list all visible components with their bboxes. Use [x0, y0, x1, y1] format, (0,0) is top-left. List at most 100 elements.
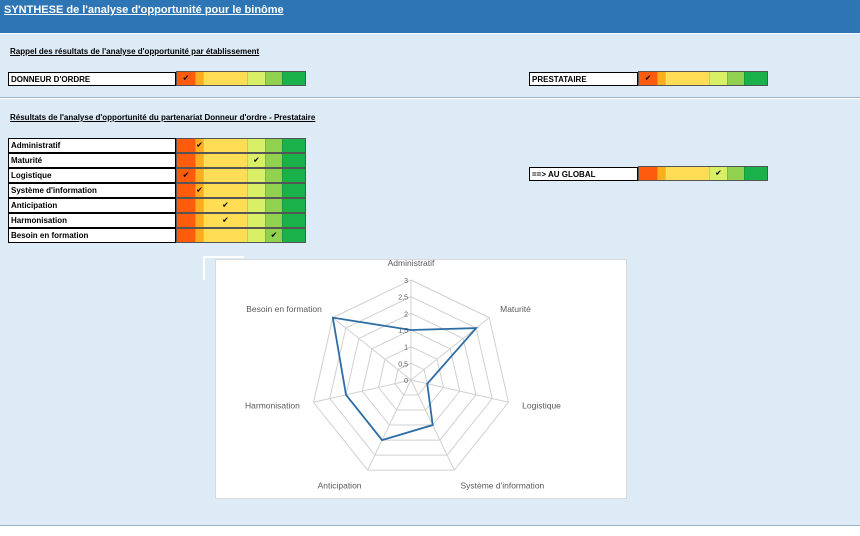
donneur-segment-1	[195, 72, 203, 85]
criterion-6-segment-5	[282, 229, 305, 242]
radar-tick-label: 1	[404, 345, 408, 352]
radar-grid-ring	[345, 312, 477, 441]
check-icon: ✔	[196, 140, 203, 150]
criterion-0-segment-3	[247, 139, 265, 152]
global-segment-5	[744, 167, 767, 180]
chart-resize-handle	[203, 256, 244, 280]
criterion-label: Administratif	[8, 138, 176, 153]
criterion-1-segment-5	[282, 154, 305, 167]
criterion-4-segment-4	[265, 199, 282, 212]
criterion-6-segment-1	[195, 229, 203, 242]
check-icon: ✔	[222, 200, 229, 210]
radar-grid-ring	[312, 279, 510, 471]
criterion-4-segment-3	[247, 199, 265, 212]
criterion-5-segment-5	[282, 214, 305, 227]
criterion-3-segment-5	[282, 184, 305, 197]
radar-chart: 0 0,5 1 1,5 2 2,5 3 Administratif Maturité Logist…	[245, 258, 561, 491]
criterion-0-segment-5	[282, 139, 305, 152]
global-segment-2	[665, 167, 709, 180]
criterion-4-segment-2: ✔	[203, 199, 247, 212]
criterion-1-segment-2	[203, 154, 247, 167]
criterion-label: Besoin en formation	[8, 228, 176, 243]
radar-grid-ring	[329, 296, 493, 456]
radar-tick-label: 3	[404, 278, 408, 285]
criterion-3-segment-2	[203, 184, 247, 197]
scale-global: ✔	[638, 166, 768, 181]
criterion-6-segment-3	[247, 229, 265, 242]
check-icon: ✔	[222, 215, 229, 225]
radar-spoke	[410, 379, 509, 403]
criterion-5-segment-4	[265, 214, 282, 227]
criterion-2-segment-0: ✔	[177, 169, 195, 182]
criterion-scale: ✔	[176, 213, 306, 228]
label-global: ==> AU GLOBAL	[529, 167, 638, 181]
page-title: SYNTHESE de l'analyse d'opportunité pour…	[4, 4, 284, 16]
check-icon: ✔	[182, 170, 190, 180]
radar-category-label: Besoin en formation	[246, 304, 322, 314]
criterion-3-segment-0	[177, 184, 195, 197]
donneur-segment-2	[203, 72, 247, 85]
criterion-3-segment-3	[247, 184, 265, 197]
criterion-scale: ✔	[176, 153, 306, 168]
criterion-4-segment-1	[195, 199, 203, 212]
radar-spoke	[367, 379, 412, 471]
donneur-segment-4	[265, 72, 282, 85]
criterion-scale: ✔	[176, 183, 306, 198]
criterion-4-segment-0	[177, 199, 195, 212]
criterion-5-segment-3	[247, 214, 265, 227]
section-etablissements: Rappel des résultats de l'analyse d'oppo…	[0, 34, 860, 98]
criterion-scale: ✔	[176, 198, 306, 213]
radar-tick-label: 2,5	[398, 295, 408, 302]
criterion-5-segment-1	[195, 214, 203, 227]
criterion-2-segment-5	[282, 169, 305, 182]
criterion-0-segment-4	[265, 139, 282, 152]
radar-tick-label: 1,5	[398, 328, 408, 335]
criterion-5-segment-2: ✔	[203, 214, 247, 227]
scale-prestataire: ✔	[638, 71, 768, 86]
label-donneur-ordre: DONNEUR D'ORDRE	[8, 72, 176, 86]
criterion-5-segment-0	[177, 214, 195, 227]
criterion-label: Maturité	[8, 153, 176, 168]
check-icon: ✔	[253, 155, 260, 165]
radar-tick-label: 0,5	[398, 361, 408, 368]
criterion-scale: ✔	[176, 138, 306, 153]
check-icon: ✔	[715, 168, 722, 178]
prestataire-segment-1	[657, 72, 665, 85]
criterion-1-segment-1	[195, 154, 203, 167]
criterion-label: Anticipation	[8, 198, 176, 213]
criterion-label: Système d'information	[8, 183, 176, 198]
check-icon: ✔	[644, 73, 652, 83]
check-icon: ✔	[182, 73, 190, 83]
criterion-2-segment-4	[265, 169, 282, 182]
criterion-scale: ✔	[176, 168, 306, 183]
criterion-3-segment-1: ✔	[195, 184, 203, 197]
prestataire-segment-4	[727, 72, 744, 85]
radar-chart-panel: 0 0,5 1 1,5 2 2,5 3 Administratif Maturité Logist…	[215, 258, 627, 499]
criterion-6-segment-2	[203, 229, 247, 242]
check-icon: ✔	[196, 185, 203, 195]
criterion-0-segment-1: ✔	[195, 139, 203, 152]
criterion-0-segment-2	[203, 139, 247, 152]
radar-category-label: Anticipation	[318, 481, 362, 491]
radar-spoke	[410, 317, 490, 381]
radar-tick-label: 2	[404, 311, 408, 318]
radar-series-line	[331, 316, 479, 442]
section1-title: Rappel des résultats de l'analyse d'oppo…	[10, 47, 260, 56]
criterion-2-segment-2	[203, 169, 247, 182]
check-icon: ✔	[270, 230, 278, 240]
criterion-2-segment-1	[195, 169, 203, 182]
radar-grid-ring	[394, 362, 428, 396]
criterion-1-segment-0	[177, 154, 195, 167]
radar-grid-ring	[377, 346, 445, 411]
prestataire-segment-0: ✔	[639, 72, 657, 85]
global-segment-3: ✔	[709, 167, 727, 180]
prestataire-segment-2	[665, 72, 709, 85]
section2-title: Résultats de l'analyse d'opportunité du …	[10, 113, 316, 122]
global-segment-1	[657, 167, 665, 180]
criterion-2-segment-3	[247, 169, 265, 182]
global-segment-4	[727, 167, 744, 180]
criterion-6-segment-0	[177, 229, 195, 242]
radar-spoke	[313, 379, 412, 403]
radar-spoke	[332, 317, 412, 381]
global-segment-0	[639, 167, 657, 180]
